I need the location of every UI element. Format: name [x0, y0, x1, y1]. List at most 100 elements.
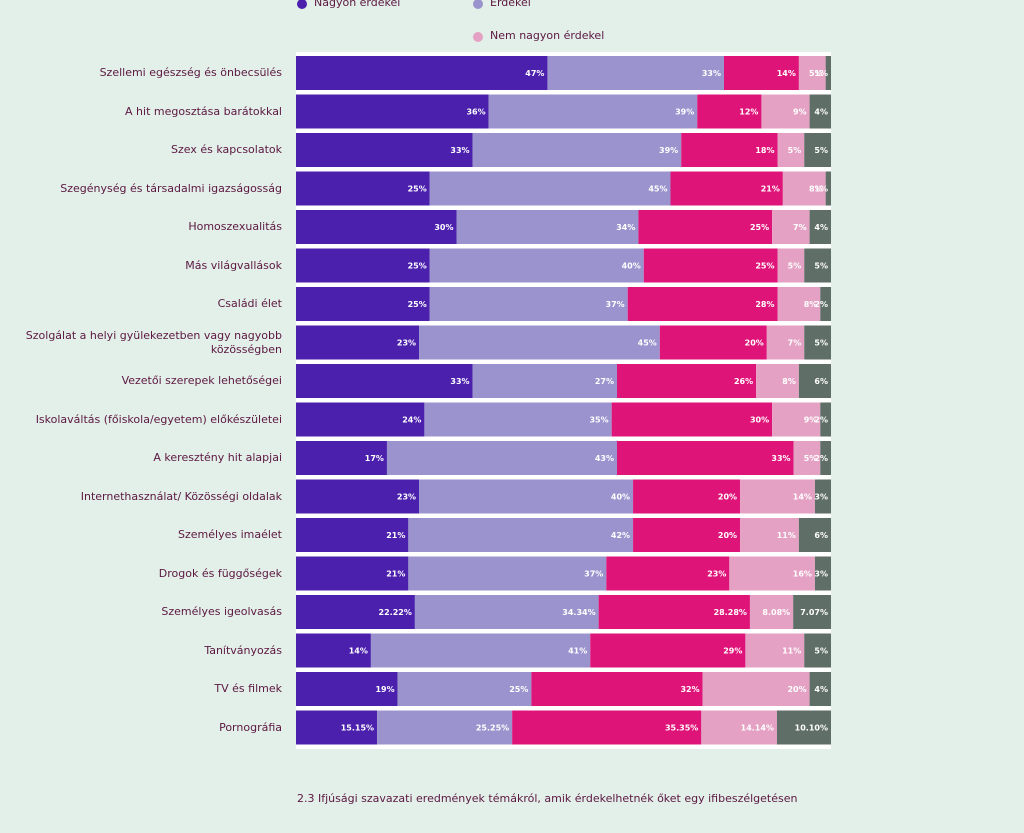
- value-label: 20%: [718, 531, 737, 540]
- value-label: 1%: [814, 69, 828, 78]
- value-label: 1%: [814, 185, 828, 194]
- bar-segment: [756, 364, 799, 398]
- value-label: 8%: [804, 300, 818, 309]
- value-label: 16%: [793, 570, 812, 579]
- value-label: 29%: [723, 647, 742, 656]
- bar-segment: [777, 248, 805, 283]
- value-label: 14.14%: [741, 724, 774, 733]
- bar-segment: [414, 595, 599, 629]
- value-label: 30%: [434, 223, 453, 232]
- value-label: 25%: [408, 262, 427, 271]
- bar-segment: [724, 56, 799, 90]
- value-label: 42%: [611, 531, 630, 540]
- value-label: 22.22%: [379, 608, 412, 617]
- value-label: 28%: [755, 300, 774, 309]
- bar-segment: [424, 402, 612, 437]
- bar-segment: [627, 287, 778, 321]
- value-label: 6%: [814, 531, 828, 540]
- bar-segment: [670, 171, 783, 206]
- value-label: 15.15%: [341, 724, 374, 733]
- value-label: 28.28%: [714, 608, 747, 617]
- category-label: Más világvallások: [185, 258, 282, 272]
- bar-segment: [296, 210, 457, 244]
- category-label: Pornográfia: [219, 720, 282, 734]
- value-label: 45%: [638, 339, 657, 348]
- bar-segment: [429, 248, 644, 283]
- bar-segment: [377, 710, 513, 745]
- bar-segment: [296, 595, 415, 629]
- value-label: 37%: [584, 570, 603, 579]
- value-label: 20%: [787, 685, 806, 694]
- value-label: 7%: [793, 223, 807, 232]
- value-label: 5%: [814, 262, 828, 271]
- bar-segment: [798, 364, 831, 398]
- bar-segment: [804, 133, 831, 167]
- bar-segment: [296, 94, 489, 129]
- value-label: 11%: [782, 647, 801, 656]
- value-label: 25.25%: [476, 724, 509, 733]
- bar-segment: [701, 710, 777, 745]
- category-label: Drogok és függőségek: [158, 566, 282, 580]
- value-label: 5%: [788, 262, 802, 271]
- bar-segment: [472, 133, 682, 167]
- value-label: 21%: [386, 570, 405, 579]
- bar-segment: [659, 325, 767, 360]
- category-label: Szellemi egészség és önbecsülés: [99, 66, 282, 79]
- value-label: 30%: [750, 416, 769, 425]
- value-label: 25%: [750, 223, 769, 232]
- bar-segment: [296, 518, 409, 552]
- value-label: 39%: [659, 146, 678, 155]
- bar-segment: [419, 325, 660, 360]
- value-label: 4%: [814, 685, 828, 694]
- bar-segment: [643, 248, 778, 283]
- bar-segment: [772, 402, 821, 437]
- bar-segment: [809, 210, 831, 244]
- legend-swatch: [297, 0, 307, 9]
- value-label: 24%: [402, 416, 421, 425]
- bar-segment: [798, 56, 826, 90]
- bar-segment: [702, 672, 810, 706]
- value-label: 40%: [622, 262, 641, 271]
- value-label: 14%: [777, 69, 796, 78]
- value-label: 43%: [595, 454, 614, 463]
- category-label: TV és filmek: [214, 682, 282, 695]
- bar-segment: [547, 56, 724, 90]
- bar-segment: [777, 133, 805, 167]
- bar-segment: [296, 287, 430, 321]
- value-label: 34%: [616, 223, 635, 232]
- value-label: 25%: [755, 262, 774, 271]
- value-label: 2%: [814, 416, 828, 425]
- value-label: 20%: [745, 339, 764, 348]
- value-label: 33%: [702, 69, 721, 78]
- bar-segment: [749, 595, 794, 629]
- value-label: 8.08%: [762, 608, 790, 617]
- bar-segment: [617, 441, 794, 475]
- value-label: 25%: [408, 300, 427, 309]
- value-label: 2%: [814, 454, 828, 463]
- bar-segment: [633, 479, 741, 514]
- legend-swatch: [473, 0, 483, 9]
- bar-segment: [820, 402, 831, 437]
- bar-segment: [598, 595, 750, 629]
- value-label: 35.35%: [665, 724, 698, 733]
- category-label: Tanítványozás: [204, 643, 282, 657]
- bar-segment: [370, 633, 591, 668]
- bar-segment: [809, 672, 831, 706]
- bar-segment: [697, 94, 762, 129]
- value-label: 35%: [589, 416, 608, 425]
- bar-segment: [472, 364, 617, 398]
- value-label: 7%: [788, 339, 802, 348]
- value-label: 23%: [707, 570, 726, 579]
- value-label: 4%: [814, 108, 828, 117]
- bar-segment: [740, 479, 815, 514]
- value-label: 20%: [718, 493, 737, 502]
- bar-segment: [296, 325, 420, 360]
- bar-segment: [766, 325, 805, 360]
- value-label: 3%: [814, 570, 828, 579]
- value-label: 4%: [814, 223, 828, 232]
- category-label: Családi élet: [217, 297, 282, 310]
- value-label: 5%: [804, 454, 818, 463]
- value-label: 8%: [809, 185, 823, 194]
